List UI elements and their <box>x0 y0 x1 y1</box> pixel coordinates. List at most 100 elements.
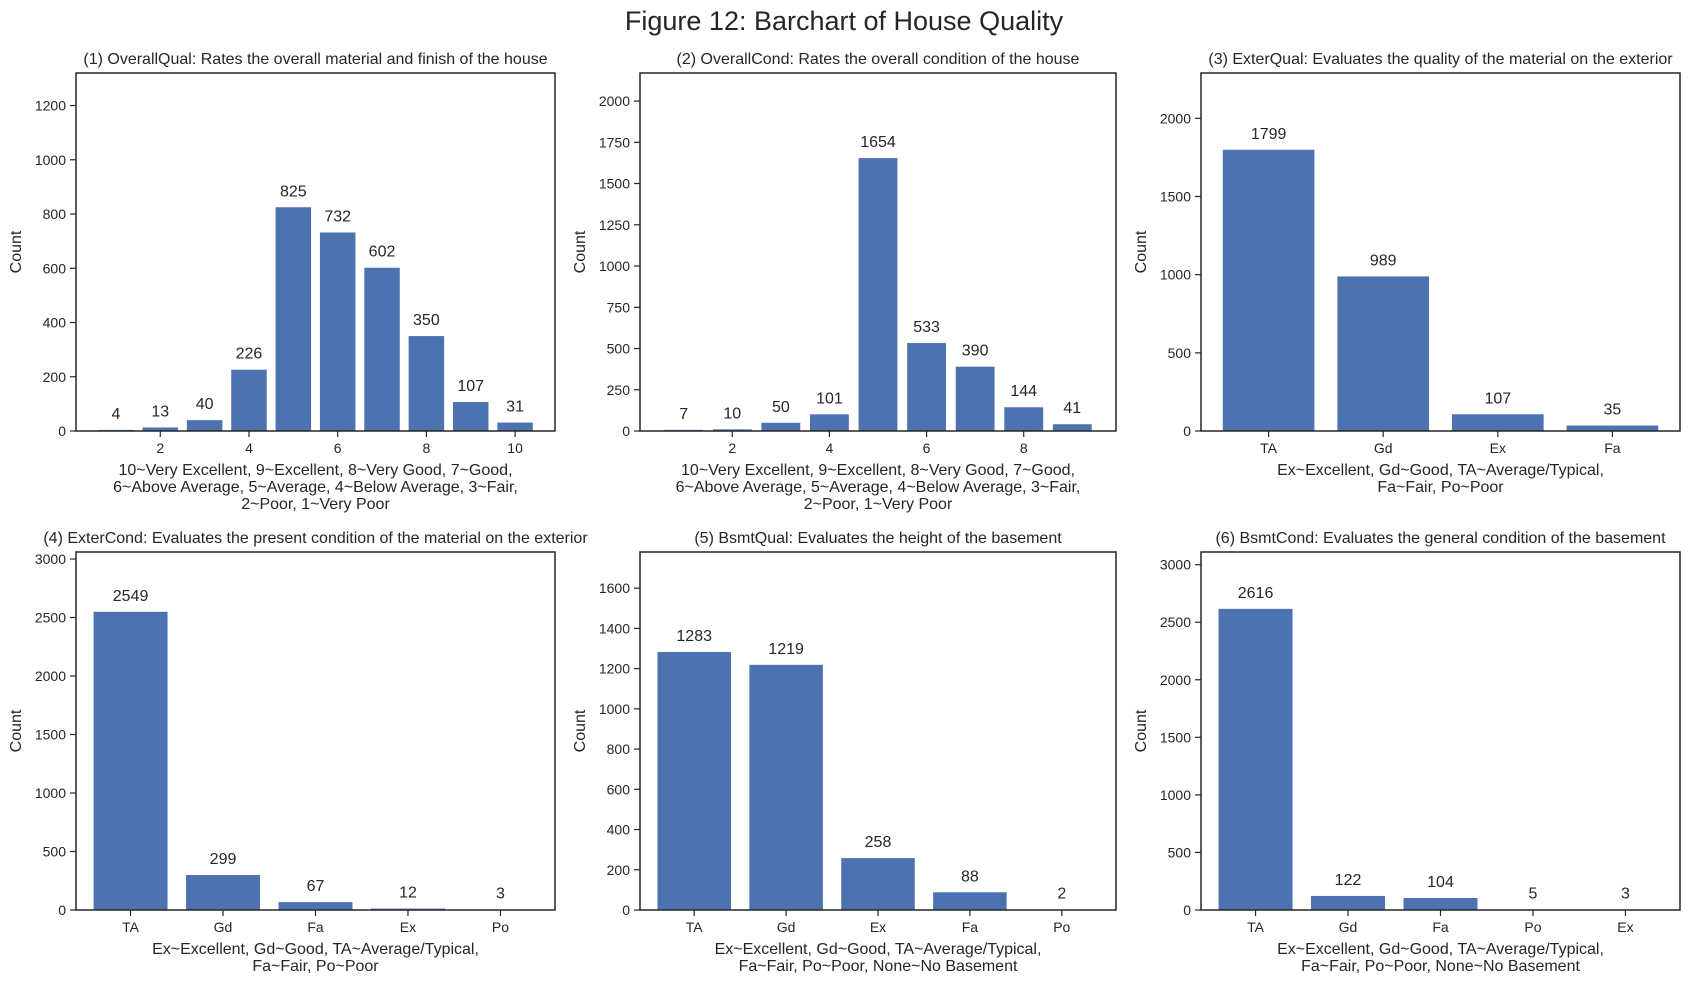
bar-value-label: 2616 <box>1238 585 1274 602</box>
x-axis-label: Fa~Fair, Po~Poor, None~No Basement <box>739 958 1018 975</box>
y-axis-label: Count <box>1133 230 1150 273</box>
bar <box>452 401 489 431</box>
y-tick-label: 2000 <box>1160 672 1191 688</box>
bar-value-label: 1283 <box>676 628 712 645</box>
y-tick-label: 1000 <box>35 152 66 168</box>
y-axis-label: Count <box>8 709 25 752</box>
x-axis-label: Fa~Fair, Po~Poor, None~No Basement <box>1301 958 1580 975</box>
bar-value-label: 12 <box>399 885 417 902</box>
y-tick-label: 500 <box>1168 844 1192 860</box>
bar <box>142 427 179 431</box>
bar-value-label: 3 <box>1621 886 1630 903</box>
y-tick-label: 3000 <box>35 551 66 567</box>
bar <box>657 651 731 910</box>
figure-title: Figure 12: Barchart of House Quality <box>625 6 1064 36</box>
y-tick-label: 800 <box>607 741 631 757</box>
bar-value-label: 35 <box>1603 402 1621 419</box>
y-tick-label: 400 <box>43 315 67 331</box>
x-axis-label: Ex~Excellent, Gd~Good, TA~Average/Typica… <box>1277 462 1604 479</box>
bar-value-label: 1799 <box>1251 126 1287 143</box>
bar <box>408 336 445 431</box>
bar <box>810 414 849 431</box>
bar <box>319 232 356 431</box>
x-tick-label: Fa <box>962 919 979 935</box>
y-axis-label: Count <box>1133 709 1150 752</box>
y-tick-label: 1000 <box>35 785 66 801</box>
bar <box>933 892 1007 910</box>
bar <box>186 875 261 910</box>
y-tick-label: 1500 <box>1160 729 1191 745</box>
bar <box>907 343 946 431</box>
subplot-title: (5) BsmtQual: Evaluates the height of th… <box>694 530 1062 547</box>
bar-value-label: 107 <box>1484 390 1511 407</box>
bar-value-label: 67 <box>307 878 325 895</box>
bar <box>93 611 168 910</box>
x-tick-label: Gd <box>1339 919 1358 935</box>
bar-value-label: 732 <box>324 208 351 225</box>
y-tick-label: 1200 <box>35 98 66 114</box>
bar-value-label: 41 <box>1063 400 1081 417</box>
y-tick-label: 0 <box>622 423 630 439</box>
bar-value-label: 2 <box>1057 886 1066 903</box>
subplot-title: (1) OverallQual: Rates the overall mater… <box>83 51 547 68</box>
x-tick-label: Ex <box>1490 440 1506 456</box>
y-axis-label: Count <box>8 230 25 273</box>
y-tick-label: 1500 <box>599 176 630 192</box>
subplot-title: (6) BsmtCond: Evaluates the general cond… <box>1215 530 1666 547</box>
x-tick-label: Gd <box>777 919 796 935</box>
axes-frame <box>1200 72 1681 432</box>
x-axis-label: 10~Very Excellent, 9~Excellent, 8~Very G… <box>118 462 512 479</box>
y-tick-label: 600 <box>43 260 67 276</box>
bar <box>1566 425 1659 431</box>
x-tick-label: 4 <box>245 440 253 456</box>
x-tick-label: Po <box>1053 919 1070 935</box>
y-tick-label: 1000 <box>599 701 630 717</box>
bar <box>1311 895 1386 910</box>
x-tick-label: TA <box>1260 440 1278 456</box>
bar-value-label: 299 <box>210 851 237 868</box>
bar <box>955 366 995 431</box>
bar <box>1451 414 1544 431</box>
y-tick-label: 2000 <box>35 668 66 684</box>
y-tick-label: 500 <box>1168 345 1192 361</box>
bar <box>761 422 801 431</box>
axes-frame <box>75 72 556 432</box>
bar <box>231 369 267 431</box>
bar <box>275 207 312 431</box>
x-tick-label: Ex <box>870 919 886 935</box>
bar <box>1337 276 1430 431</box>
bar-value-label: 1219 <box>768 641 804 658</box>
y-tick-label: 200 <box>607 862 631 878</box>
y-tick-label: 1500 <box>35 727 66 743</box>
y-tick-label: 1000 <box>1160 267 1191 283</box>
x-axis-label: 6~Above Average, 5~Average, 4~Below Aver… <box>676 479 1081 496</box>
bar-value-label: 104 <box>1427 874 1454 891</box>
x-axis-label: 2~Poor, 1~Very Poor <box>804 496 953 513</box>
x-axis-label: 2~Poor, 1~Very Poor <box>241 496 390 513</box>
bar <box>858 158 898 431</box>
subplot-title: (4) ExterCond: Evaluates the present con… <box>43 530 588 547</box>
x-tick-label: Po <box>492 919 509 935</box>
y-tick-label: 0 <box>1183 423 1191 439</box>
bar-value-label: 258 <box>865 834 892 851</box>
subplot-title: (3) ExterQual: Evaluates the quality of … <box>1208 51 1673 68</box>
bar <box>497 422 533 431</box>
bar-value-label: 1654 <box>860 134 896 151</box>
x-axis-label: 6~Above Average, 5~Average, 4~Below Aver… <box>113 479 518 496</box>
y-tick-label: 750 <box>607 299 631 315</box>
bar <box>1403 898 1478 910</box>
x-axis-label: 10~Very Excellent, 9~Excellent, 8~Very G… <box>681 462 1075 479</box>
bar-value-label: 40 <box>196 396 214 413</box>
bar-value-label: 390 <box>962 343 989 360</box>
y-tick-label: 2500 <box>1160 614 1191 630</box>
bar-value-label: 144 <box>1010 383 1037 400</box>
bar <box>841 858 915 910</box>
x-tick-label: 6 <box>923 440 931 456</box>
bar-value-label: 50 <box>772 399 790 416</box>
bar-value-label: 2549 <box>113 588 149 605</box>
subplot-4: (4) ExterCond: Evaluates the present con… <box>8 530 588 975</box>
x-tick-label: Fa <box>1604 440 1621 456</box>
y-tick-label: 1000 <box>599 258 630 274</box>
bar-value-label: 226 <box>236 346 263 363</box>
x-tick-label: Fa <box>1432 919 1449 935</box>
